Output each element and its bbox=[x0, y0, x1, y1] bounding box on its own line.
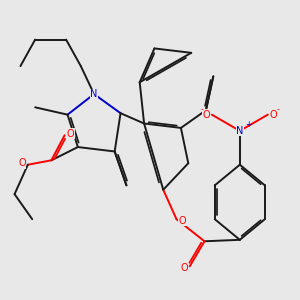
Text: O: O bbox=[178, 216, 186, 226]
Text: O: O bbox=[180, 263, 188, 273]
Text: O: O bbox=[270, 110, 278, 120]
Text: O: O bbox=[18, 158, 26, 168]
Text: O: O bbox=[67, 129, 74, 139]
Text: N: N bbox=[236, 126, 244, 136]
Text: -: - bbox=[200, 105, 203, 114]
Text: +: + bbox=[245, 120, 251, 129]
Text: N: N bbox=[90, 89, 98, 99]
Text: O: O bbox=[202, 110, 210, 120]
Text: -: - bbox=[277, 105, 280, 114]
